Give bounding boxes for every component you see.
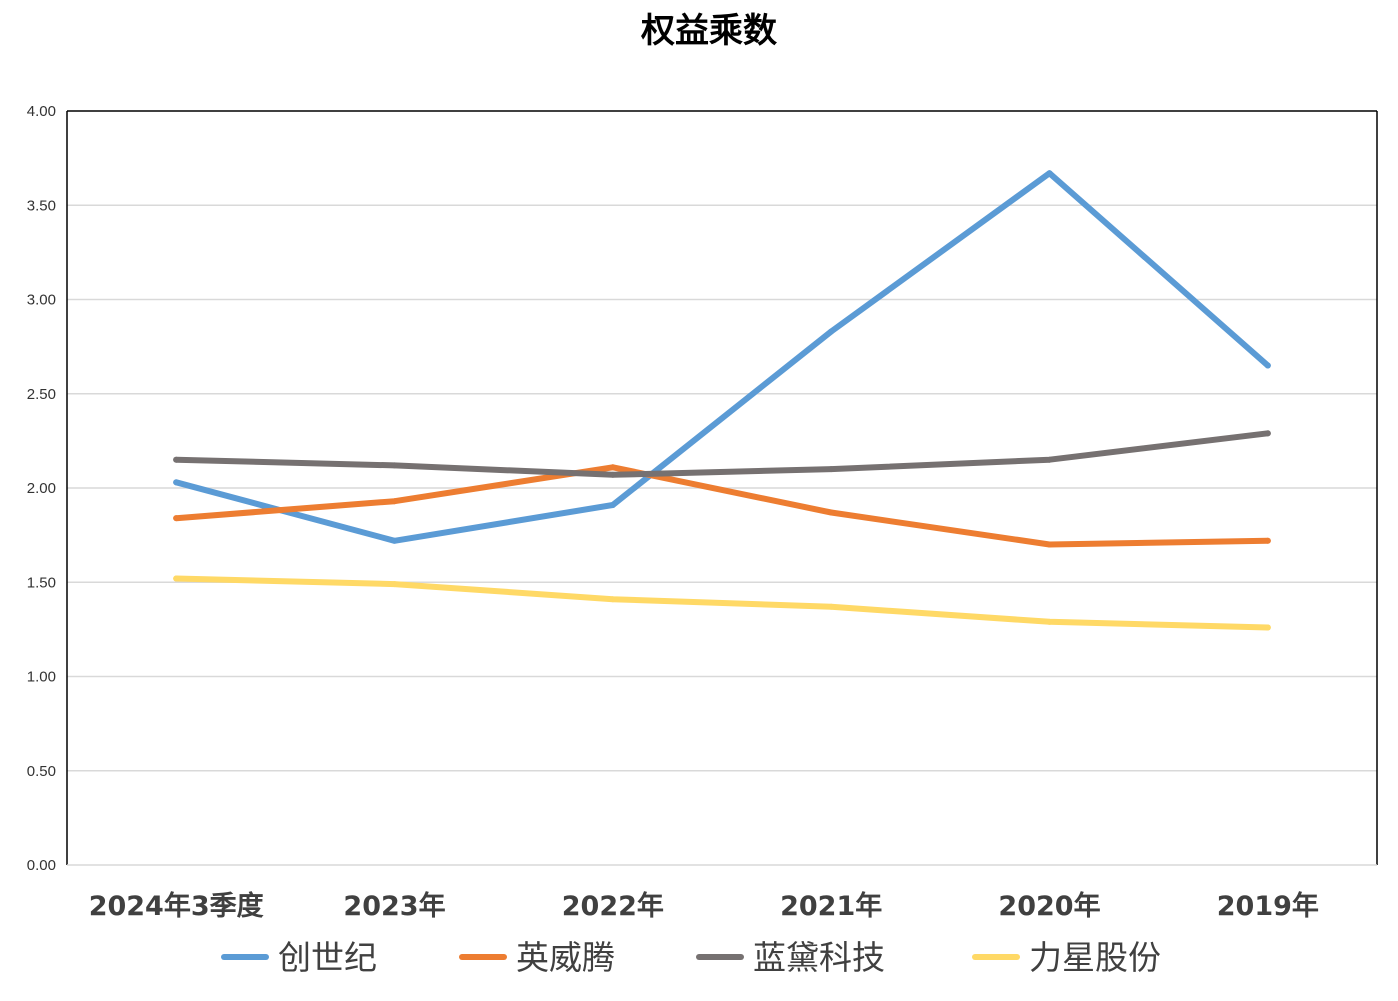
data-point [1046, 456, 1053, 463]
data-point [391, 498, 398, 505]
legend: 创世纪 英威腾 蓝黛科技 力星股份 [221, 938, 1161, 977]
series-line-1 [173, 464, 1271, 548]
data-point [609, 501, 616, 508]
data-point [1264, 624, 1271, 631]
series-line-2 [173, 430, 1271, 478]
data-point [609, 596, 616, 603]
plot-area [66, 110, 1378, 866]
data-point [828, 603, 835, 610]
data-point [173, 515, 180, 522]
x-tick-label: 2020年 [998, 890, 1100, 922]
data-point [391, 537, 398, 544]
x-tick-label: 2023年 [343, 890, 445, 922]
x-axis-ticks: 2024年3季度 2023年 2022年 2021年 2020年 2019年 [89, 890, 1319, 922]
y-tick-label: 3.50 [27, 197, 56, 214]
data-point [609, 471, 616, 478]
data-point [1264, 430, 1271, 437]
data-point [173, 456, 180, 463]
data-point [1264, 537, 1271, 544]
legend-label: 蓝黛科技 [753, 938, 885, 977]
x-tick-label: 2019年 [1217, 890, 1319, 922]
legend-label: 创世纪 [278, 938, 377, 977]
legend-label: 力星股份 [1029, 938, 1161, 977]
data-point [1046, 541, 1053, 548]
y-tick-label: 1.00 [27, 669, 56, 686]
y-tick-label: 0.00 [27, 857, 56, 874]
legend-label: 英威腾 [516, 938, 615, 977]
series-line-0 [173, 170, 1271, 544]
data-point [1264, 362, 1271, 369]
y-tick-label: 4.00 [27, 103, 56, 120]
data-point [609, 464, 616, 471]
data-point [828, 328, 835, 335]
data-point [391, 581, 398, 588]
y-axis-ticks: 0.00 0.50 1.00 1.50 2.00 2.50 3.00 3.50 4.00 [27, 103, 56, 874]
data-point [173, 479, 180, 486]
y-tick-label: 2.50 [27, 386, 56, 403]
y-tick-label: 2.00 [27, 480, 56, 497]
data-point [828, 509, 835, 516]
series-line-3 [173, 575, 1271, 631]
data-point [1046, 170, 1053, 177]
y-tick-label: 1.50 [27, 574, 56, 591]
data-point [391, 462, 398, 469]
x-tick-label: 2022年 [562, 890, 664, 922]
y-tick-label: 0.50 [27, 763, 56, 780]
data-point [173, 575, 180, 582]
data-point [828, 466, 835, 473]
data-point [1046, 618, 1053, 625]
x-tick-label: 2021年 [780, 890, 882, 922]
series-lines [173, 170, 1271, 631]
y-tick-label: 3.00 [27, 292, 56, 309]
x-tick-label: 2024年3季度 [89, 890, 264, 922]
chart-title: 权益乘数 [640, 11, 777, 51]
